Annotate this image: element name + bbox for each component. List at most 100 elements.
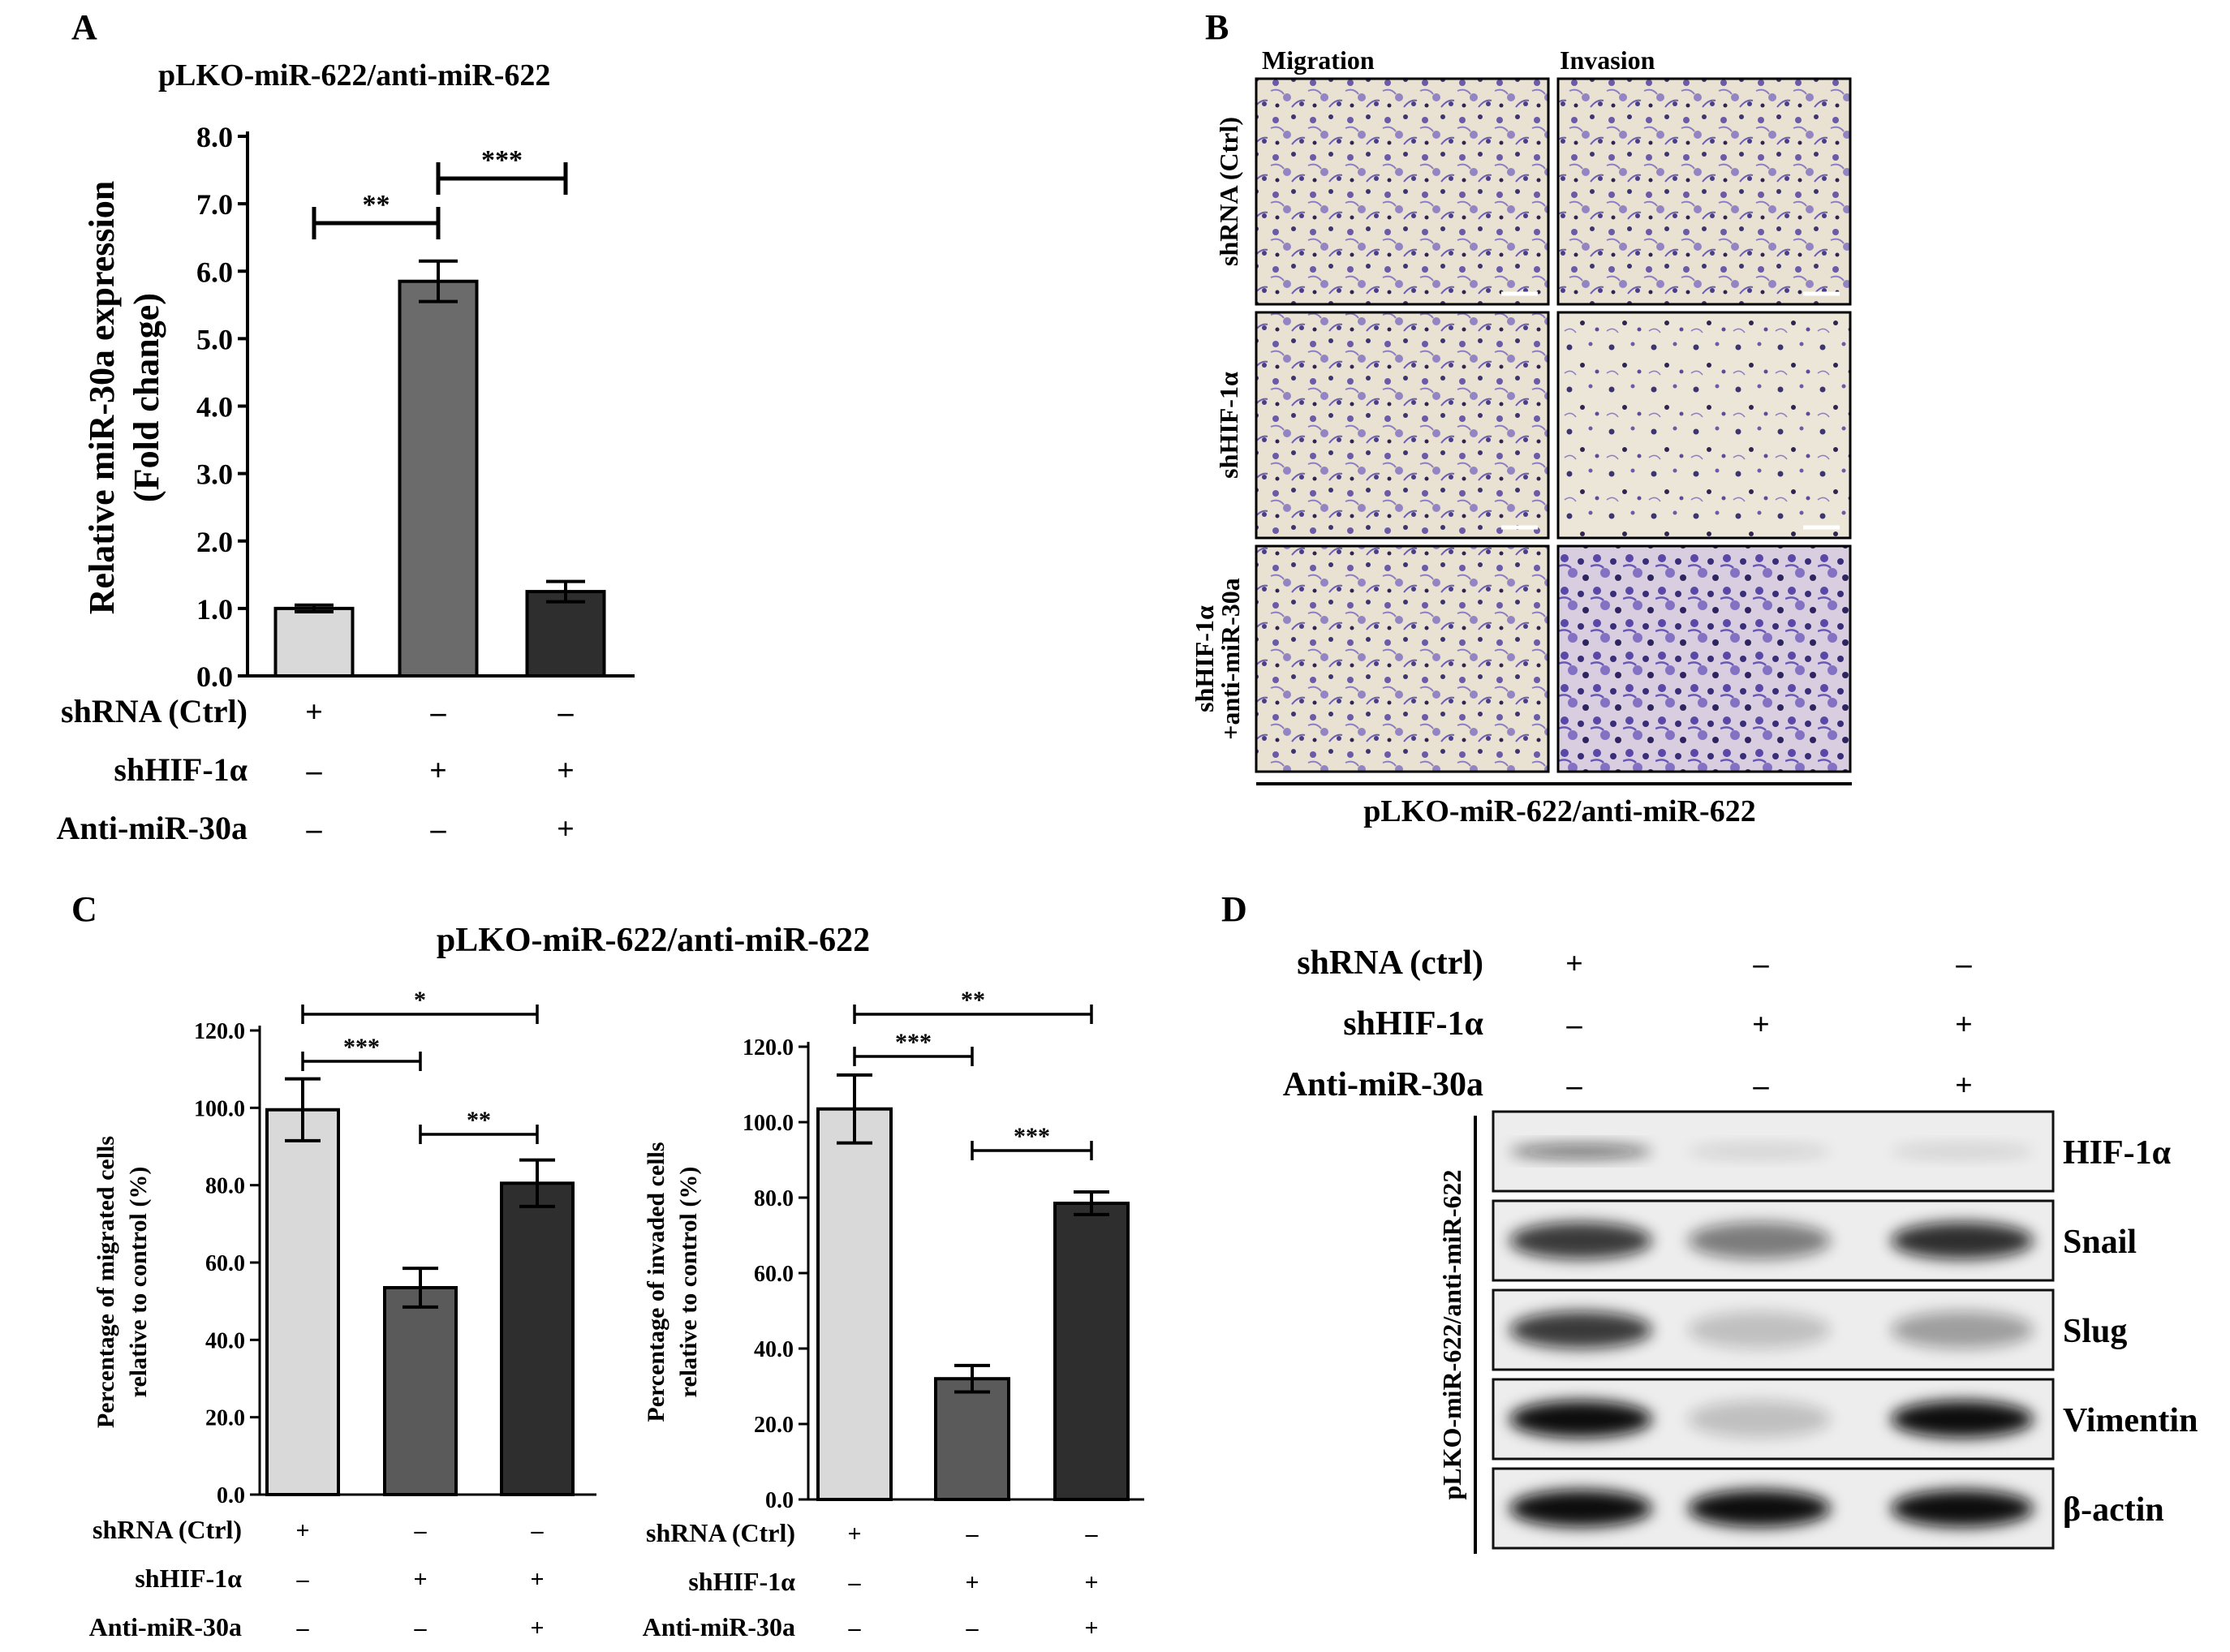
panel-c-left-sign: + — [413, 1566, 427, 1593]
y-tick-label: 3.0 — [196, 458, 233, 491]
bar — [816, 1107, 893, 1501]
blot-band — [1509, 1144, 1652, 1159]
panel-a-title: pLKO-miR-622/anti-miR-622 — [158, 58, 550, 92]
micrograph-invasion-shhif — [1556, 311, 1852, 540]
panel-c-right-sign: + — [1084, 1569, 1098, 1596]
micrograph-invasion-shhif-antimir — [1556, 544, 1852, 773]
y-tick-label: 1.0 — [196, 593, 233, 626]
y-tick-label: 60.0 — [754, 1262, 794, 1287]
panel-b-letter: B — [1205, 7, 1229, 47]
panel-c-left-ylabel-line1: Percentage of migrated cells — [93, 1136, 119, 1428]
panel-c-left-condition-table: shRNA (Ctrl) shHIF-1α Anti-miR-30a + – –… — [89, 1515, 545, 1641]
panel-d-sign: – — [1566, 1069, 1583, 1103]
panel-c-title: pLKO-miR-622/anti-miR-622 — [437, 922, 870, 959]
bar — [398, 279, 479, 678]
blot-band — [1891, 1222, 2034, 1259]
panel-c-left-row-label: Anti-miR-30a — [89, 1612, 242, 1641]
blot-band — [1688, 1311, 1831, 1349]
panel-c-right-sign: – — [848, 1569, 862, 1596]
panel-c-right-sign: – — [966, 1615, 979, 1641]
panel-d-row-label: shRNA (ctrl) — [1297, 944, 1483, 982]
y-tick-label: 100.0 — [194, 1096, 245, 1121]
blot-label: HIF-1α — [2063, 1134, 2172, 1172]
y-tick-label: 2.0 — [196, 526, 233, 558]
blot-band — [1509, 1222, 1652, 1259]
bar — [273, 606, 355, 678]
blot-band — [1509, 1490, 1652, 1527]
western-blots: HIF-1α Snail Slug Vimentin β-actin — [1492, 1110, 2198, 1550]
significance-label: *** — [481, 145, 523, 175]
significance-bracket: *** — [853, 1029, 974, 1066]
y-tick-label: 80.0 — [205, 1174, 245, 1199]
significance-label: ** — [961, 987, 985, 1013]
y-tick-label: 60.0 — [205, 1251, 245, 1276]
significance-label: *** — [343, 1034, 380, 1060]
panel-c-left-ylabel-line2: relative to control (%) — [125, 1167, 152, 1398]
micrograph-migration-shhif — [1255, 311, 1550, 540]
y-tick-label: 20.0 — [754, 1413, 794, 1438]
blot-strip: β-actin — [1492, 1467, 2164, 1550]
error-bar — [1074, 1190, 1109, 1216]
panel-d-sign: + — [1565, 947, 1583, 981]
panel-d-row-label: Anti-miR-30a — [1283, 1066, 1483, 1103]
blot-strip: Snail — [1492, 1199, 2137, 1282]
panel-d-sign: – — [1956, 947, 1973, 981]
y-tick-label: 20.0 — [205, 1406, 245, 1431]
panel-d-condition-table: shRNA (ctrl) shHIF-1α Anti-miR-30a + – –… — [1283, 944, 1973, 1103]
error-bar — [419, 259, 458, 303]
panel-c-left-row-label: shRNA (Ctrl) — [93, 1515, 242, 1544]
panel-c-left-sign: – — [414, 1517, 428, 1544]
blot-band — [1891, 1490, 2034, 1527]
blot-band — [1509, 1311, 1652, 1349]
panel-c-right-row-label: Anti-miR-30a — [643, 1612, 795, 1641]
blot-strip: Vimentin — [1492, 1378, 2198, 1461]
panel-a-sign: – — [306, 754, 323, 788]
micrograph-migration-shhif-antimir — [1255, 544, 1550, 773]
significance-label: ** — [467, 1107, 491, 1134]
panel-d-sign: + — [1752, 1008, 1770, 1042]
error-bar — [954, 1363, 990, 1394]
panel-c-letter: C — [71, 889, 97, 929]
y-tick-label: 7.0 — [196, 188, 233, 221]
bar — [265, 1108, 340, 1496]
panel-a-letter: A — [71, 7, 97, 47]
blot-band — [1891, 1311, 2034, 1349]
error-bar — [285, 1077, 321, 1142]
panel-c-right-sign: – — [848, 1615, 862, 1641]
panel-d-sign: – — [1566, 1008, 1583, 1042]
panel-a-chart: 0.01.02.03.04.05.06.07.08.0***** — [196, 121, 635, 693]
panel-a-sign: – — [558, 695, 575, 729]
blot-band — [1509, 1400, 1652, 1438]
significance-bracket: ** — [853, 987, 1093, 1024]
panel-d-side-label: pLKO-miR-622/anti-miR-622 — [1437, 1169, 1466, 1499]
blot-band — [1688, 1222, 1831, 1259]
panel-c-left-sign: + — [530, 1615, 544, 1641]
panel-b-row-label-shhif-antimir-2: +anti-miR-30a — [1216, 578, 1245, 740]
panel-c-left-sign: – — [531, 1517, 545, 1544]
blot-band — [1891, 1144, 2034, 1159]
panel-a-sign: – — [430, 695, 447, 729]
blot-label: β-actin — [2063, 1491, 2164, 1529]
panel-d-letter: D — [1221, 889, 1247, 929]
panel-c-left-sign: + — [295, 1517, 309, 1544]
panel-d-row-label: shHIF-1α — [1343, 1005, 1483, 1043]
panel-a-row-label: Anti-miR-30a — [56, 810, 248, 846]
micrograph-grid — [1255, 77, 1852, 773]
y-tick-label: 80.0 — [754, 1186, 794, 1211]
significance-bracket: *** — [971, 1123, 1093, 1160]
panel-a-sign: + — [557, 754, 575, 788]
panel-b-row-label-shhif-antimir-1: shHIF-1α — [1190, 605, 1219, 712]
panel-d-sign: + — [1955, 1069, 1973, 1103]
panel-d-sign: – — [1753, 1069, 1770, 1103]
panel-a-ylabel-line1: Relative miR-30a expression — [82, 181, 122, 614]
panel-b-row-label-shhif: shHIF-1α — [1214, 372, 1243, 479]
significance-bracket: ** — [312, 190, 441, 239]
panel-a-sign: + — [429, 754, 447, 788]
panel-a-condition-table: shRNA (Ctrl) shHIF-1α Anti-miR-30a + – –… — [56, 693, 574, 846]
panel-c-right-row-label: shRNA (Ctrl) — [646, 1518, 795, 1547]
panel-c-left-sign: + — [530, 1566, 544, 1593]
panel-b-row-label-ctrl: shRNA (Ctrl) — [1214, 117, 1243, 266]
